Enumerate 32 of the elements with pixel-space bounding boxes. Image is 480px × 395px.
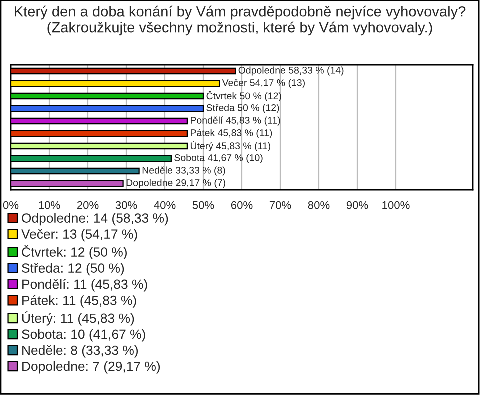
data-label: Pondělí 45,83 % (11) <box>191 116 280 126</box>
x-tick-label: 10% <box>39 201 60 210</box>
data-label: Čtvrtek 50 % (12) <box>206 90 282 102</box>
x-tick-label: 70% <box>270 201 292 210</box>
legend-label: Středa: 12 (50 %) <box>22 263 124 276</box>
legend-label: Sobota: 10 (41,67 %) <box>22 329 146 342</box>
chart-title: Který den a doba konání by Vám pravděpodobně nejvíce vyhovovaly? (Zakroužkujte všechny možnosti, které by Vám vyhovovaly.) <box>15 6 466 36</box>
x-tick-label: 90% <box>346 201 368 210</box>
data-label: Středa 50 % (12) <box>206 104 280 114</box>
data-label: Večer 54,17 % (13) <box>222 79 305 88</box>
legend-label: Pátek: 11 (45,83 %) <box>22 295 136 308</box>
legend-label: Dopoledne: 7 (29,17 %) <box>22 361 160 374</box>
data-label: Sobota 41,67 % (10) <box>174 154 263 164</box>
data-label: Úterý 45,83 % (11) <box>190 141 270 152</box>
x-tick-label: 20% <box>77 201 99 210</box>
legend-label: Odpoledne: 14 (58,33 %) <box>22 213 168 226</box>
data-label: Dopoledne 29,17 % (7) <box>126 179 226 188</box>
x-tick-label: 30% <box>116 201 138 210</box>
legend-label: Pondělí: 11 (45,83 %) <box>22 279 148 292</box>
legend-label: Neděle: 8 (33,33 %) <box>22 345 138 358</box>
x-tick-label: 40% <box>154 201 176 210</box>
x-tick-label: 80% <box>308 201 330 210</box>
x-tick-label: 0% <box>3 201 19 210</box>
data-label: Neděle 33,33 % (8) <box>142 166 226 176</box>
data-label: Odpoledne 58,33 % (14) <box>238 66 344 76</box>
legend-label: Večer: 13 (54,17 %) <box>22 229 138 242</box>
x-tick-label: 100% <box>382 201 410 210</box>
data-label: Pátek 45,83 % (11) <box>191 129 272 138</box>
x-tick-label: 50% <box>192 201 214 210</box>
legend-label: Čtvrtek: 12 (50 %) <box>22 245 127 260</box>
legend-label: Úterý: 11 (45,83 %) <box>22 312 134 326</box>
x-tick-label: 60% <box>231 201 253 210</box>
